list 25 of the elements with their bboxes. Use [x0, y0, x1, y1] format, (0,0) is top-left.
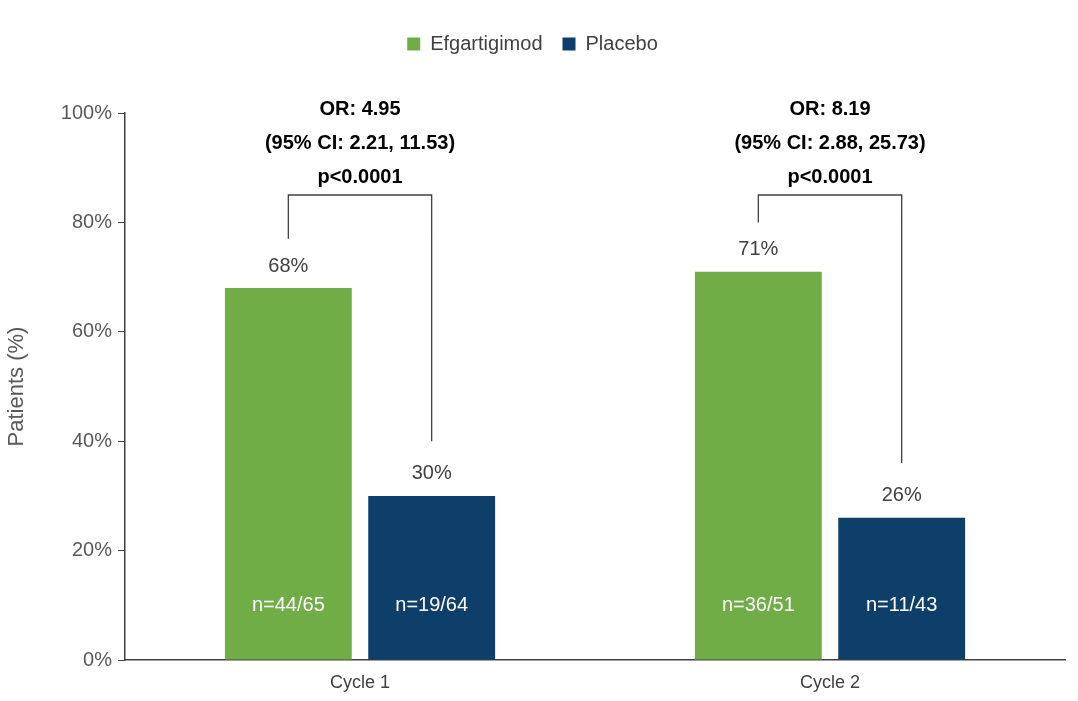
annotation: OR: 4.95 (95% CI: 2.21, 11.53) p<0.0001 [264, 96, 456, 187]
y-axis-title: Patients (%) [3, 326, 29, 447]
annotation: n=44/65 [251, 592, 325, 615]
y-tick-label: 0% [83, 647, 113, 670]
y-tick-label: 20% [71, 538, 113, 561]
y-tick-label: 60% [71, 319, 113, 342]
bar [694, 271, 822, 660]
annotation: n=36/51 [721, 592, 795, 615]
annotation: OR: 8.19 (95% CI: 2.88, 25.73) p<0.0001 [734, 96, 926, 187]
bar [224, 288, 352, 660]
bar [368, 495, 496, 660]
data-label: 26% [881, 483, 922, 506]
y-tick-label: 80% [71, 209, 113, 232]
x-tick-label: Cycle 1 [329, 671, 391, 692]
annotation: n=11/43 [865, 592, 938, 615]
x-tick-label: Cycle 2 [799, 671, 861, 692]
data-label: 71% [738, 237, 779, 260]
annotation: n=19/64 [395, 592, 469, 615]
y-tick-label: 100% [60, 100, 113, 123]
data-label: 30% [411, 461, 452, 484]
data-label: 68% [268, 253, 309, 276]
legend-label: Placebo [585, 31, 658, 54]
bar [838, 517, 966, 660]
y-tick-label: 40% [71, 428, 113, 451]
legend-label: Efgartigimod [430, 31, 543, 54]
